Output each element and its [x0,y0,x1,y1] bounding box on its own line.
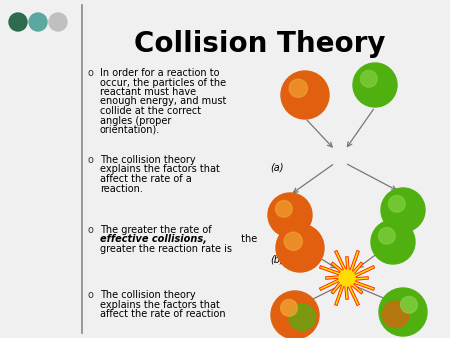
Text: Collision Theory: Collision Theory [134,30,386,58]
Text: (b): (b) [270,255,284,265]
Circle shape [276,224,324,272]
Circle shape [371,220,415,264]
Text: reaction.: reaction. [100,184,143,193]
Circle shape [289,79,307,97]
Circle shape [275,200,292,217]
Text: o: o [88,68,94,78]
Text: reactant must have: reactant must have [100,87,196,97]
Text: the: the [238,235,257,244]
Circle shape [379,288,427,336]
Text: The collision theory: The collision theory [100,290,196,300]
Text: The collision theory: The collision theory [100,155,196,165]
Circle shape [353,63,397,107]
Circle shape [388,195,405,212]
Circle shape [271,291,319,338]
Circle shape [400,296,418,313]
Circle shape [281,299,297,316]
Text: greater the reaction rate is: greater the reaction rate is [100,244,232,254]
Text: o: o [88,290,94,300]
Circle shape [381,188,425,232]
Circle shape [284,232,302,250]
Text: In order for a reaction to: In order for a reaction to [100,68,220,78]
Text: The greater the rate of: The greater the rate of [100,225,212,235]
Text: (a): (a) [270,162,284,172]
Circle shape [289,304,315,331]
Text: orientation).: orientation). [100,125,160,135]
Circle shape [339,270,355,286]
Text: effective collisions,: effective collisions, [100,235,207,244]
Text: o: o [88,155,94,165]
Text: angles (proper: angles (proper [100,116,171,125]
Text: occur, the particles of the: occur, the particles of the [100,77,226,88]
Text: affect the rate of a: affect the rate of a [100,174,192,184]
Circle shape [49,13,67,31]
Text: explains the factors that: explains the factors that [100,165,220,174]
Circle shape [281,71,329,119]
Circle shape [268,193,312,237]
Circle shape [382,301,409,328]
Circle shape [360,71,377,87]
Circle shape [378,227,395,244]
Text: collide at the correct: collide at the correct [100,106,201,116]
Text: o: o [88,225,94,235]
Text: affect the rate of reaction: affect the rate of reaction [100,309,225,319]
Circle shape [29,13,47,31]
Text: explains the factors that: explains the factors that [100,299,220,310]
Text: enough energy, and must: enough energy, and must [100,97,226,106]
Circle shape [9,13,27,31]
